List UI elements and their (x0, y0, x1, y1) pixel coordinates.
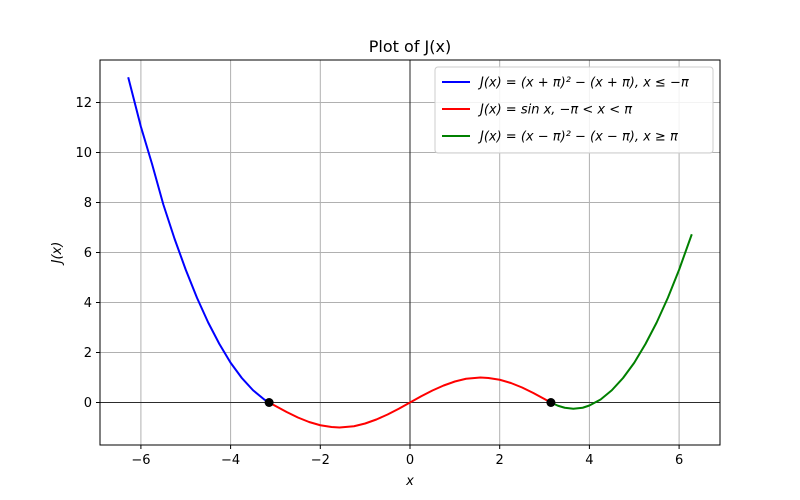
legend-label-3: J(x) = (x − π)² − (x − π), x ≥ π (477, 130, 678, 145)
y-tick-label: 0 (84, 396, 92, 411)
chart-title: Plot of J(x) (369, 37, 451, 56)
x-tick-label: −4 (221, 453, 240, 468)
y-tick-label: 10 (75, 146, 92, 161)
y-tick-label: 8 (84, 196, 92, 211)
marker-group (264, 398, 556, 407)
y-tick-label: 6 (84, 246, 92, 261)
legend-label-1: J(x) = (x + π)² − (x + π), x ≤ −π (477, 76, 689, 91)
x-axis-label: x (405, 474, 414, 489)
series-group (127, 77, 693, 429)
x-tick-label: 6 (675, 453, 683, 468)
x-tick-label: 0 (406, 453, 414, 468)
legend-label-2: J(x) = sin x, −π < x < π (477, 103, 632, 118)
legend: J(x) = (x + π)² − (x + π), x ≤ −π J(x) = … (434, 66, 714, 154)
x-tick-label: 4 (585, 453, 593, 468)
legend-box (434, 66, 714, 154)
series-line-2 (268, 376, 552, 429)
y-tick-label: 4 (84, 296, 92, 311)
y-tick-label: 12 (75, 96, 92, 111)
x-tick-label: −2 (311, 453, 330, 468)
x-tick-label: 2 (496, 453, 504, 468)
series-line-1 (127, 77, 270, 404)
ticks: −6 −4 −2 0 2 4 6 0 2 4 6 8 10 12 (75, 96, 683, 468)
boundary-point-2 (546, 398, 556, 407)
x-tick-label: −6 (131, 453, 150, 468)
y-axis-label: J(x) (50, 242, 65, 267)
boundary-point-1 (264, 398, 274, 407)
series-line-3 (550, 233, 693, 410)
y-tick-label: 2 (84, 346, 92, 361)
